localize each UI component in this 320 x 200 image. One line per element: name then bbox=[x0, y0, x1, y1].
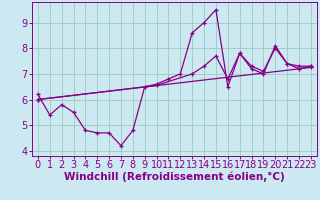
X-axis label: Windchill (Refroidissement éolien,°C): Windchill (Refroidissement éolien,°C) bbox=[64, 172, 285, 182]
